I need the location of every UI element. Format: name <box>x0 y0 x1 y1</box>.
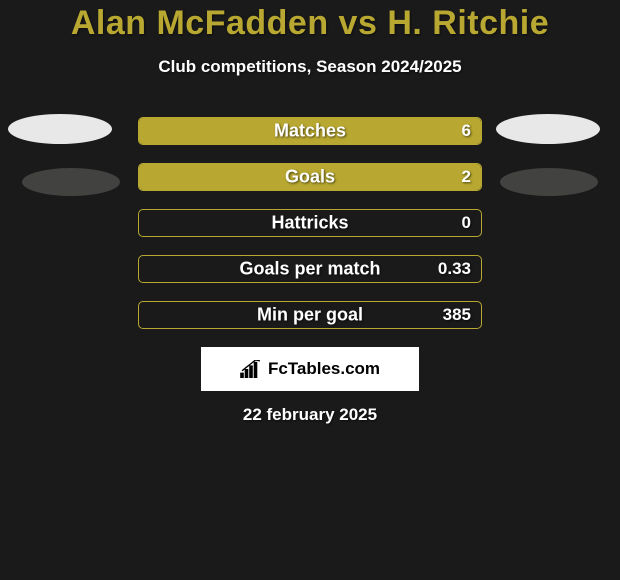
stat-label: Hattricks <box>271 213 348 234</box>
stat-value-right: 6 <box>462 121 471 141</box>
stat-label: Goals per match <box>239 259 380 280</box>
stat-label: Goals <box>285 167 335 188</box>
stat-row: Goals 2 <box>138 163 482 191</box>
comparison-title: Alan McFadden vs H. Ritchie <box>0 4 620 43</box>
chart-icon <box>240 360 262 378</box>
stat-value-right: 0.33 <box>438 259 471 279</box>
brand-badge: FcTables.com <box>201 347 419 391</box>
comparison-subtitle: Club competitions, Season 2024/2025 <box>0 57 620 77</box>
stat-row: Goals per match 0.33 <box>138 255 482 283</box>
player-left-avatar-shadow <box>22 168 120 196</box>
player-right-avatar-shadow <box>500 168 598 196</box>
stat-value-right: 385 <box>443 305 471 325</box>
snapshot-date: 22 february 2025 <box>0 405 620 425</box>
stats-area: Matches 6 Goals 2 Hattricks 0 Goals per match 0… <box>0 117 620 329</box>
player-left-avatar <box>8 114 112 144</box>
stat-value-right: 2 <box>462 167 471 187</box>
brand-text: FcTables.com <box>268 359 380 379</box>
stat-row: Hattricks 0 <box>138 209 482 237</box>
stat-value-right: 0 <box>462 213 471 233</box>
stat-row: Matches 6 <box>138 117 482 145</box>
stat-label: Matches <box>274 121 346 142</box>
player-right-avatar <box>496 114 600 144</box>
stat-bars: Matches 6 Goals 2 Hattricks 0 Goals per match 0… <box>138 117 482 329</box>
stat-row: Min per goal 385 <box>138 301 482 329</box>
stat-label: Min per goal <box>257 305 363 326</box>
